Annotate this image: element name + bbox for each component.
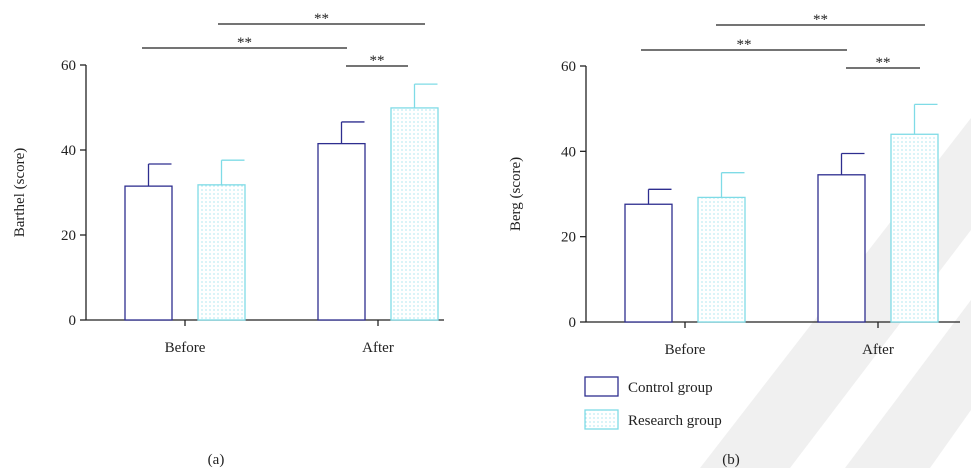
chart-panel-a: 0 20 40 60 Barthel (score) Before After ** ** ** [12, 11, 444, 356]
bar-before-research [697, 196, 746, 323]
y-tick-label: 0 [569, 315, 577, 331]
x-tick-label: After [362, 340, 394, 356]
x-tick-label: After [862, 342, 894, 358]
significance-label: ** [876, 55, 891, 71]
legend: Control group Research group [584, 376, 722, 430]
significance-label: ** [813, 12, 828, 28]
legend-label-research: Research group [628, 413, 722, 429]
bar-after-control [817, 174, 866, 323]
bar-before-control [624, 203, 673, 323]
significance-label: ** [237, 35, 252, 51]
y-tick-label: 40 [61, 143, 76, 159]
watermark-stripe-2 [845, 300, 971, 468]
significance-label: ** [737, 37, 752, 53]
y-tick-label: 60 [61, 58, 76, 74]
x-tick-label: Before [165, 340, 206, 356]
bar-after-control [317, 142, 366, 321]
y-axis-title: Berg (score) [508, 157, 524, 231]
bar-before-research [197, 184, 246, 321]
bar-before-control [124, 185, 173, 321]
y-tick-label: 20 [61, 228, 76, 244]
y-tick-label: 0 [69, 313, 77, 329]
y-tick-label: 20 [561, 230, 576, 246]
x-tick-label: Before [665, 342, 706, 358]
significance-label: ** [370, 53, 385, 69]
panel-label-a: (a) [208, 452, 225, 468]
y-axis-title: Barthel (score) [12, 148, 28, 238]
bar-after-research [890, 133, 939, 323]
panel-label-b: (b) [722, 452, 740, 468]
significance-label: ** [314, 11, 329, 27]
legend-swatch-control [584, 376, 619, 397]
legend-swatch-research [584, 409, 619, 430]
y-tick-label: 40 [561, 144, 576, 160]
chart-panel-b: 0 20 40 60 Berg (score) Before After ** ** ** [508, 12, 960, 358]
y-tick-label: 60 [561, 59, 576, 75]
bar-after-research [390, 107, 439, 321]
legend-label-control: Control group [628, 380, 713, 396]
